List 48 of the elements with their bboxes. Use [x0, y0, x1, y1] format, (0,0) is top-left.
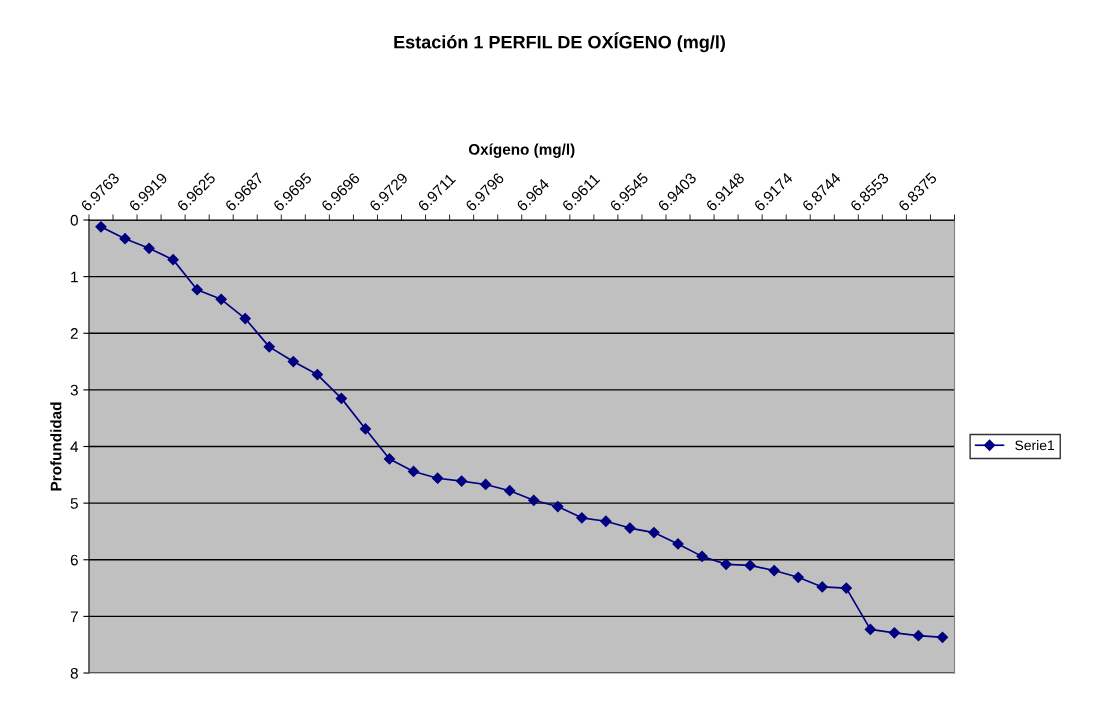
point — [143, 242, 155, 254]
point — [191, 284, 203, 296]
point — [239, 312, 251, 325]
point — [648, 526, 660, 539]
point — [840, 582, 852, 594]
point — [167, 254, 179, 266]
y-tick-label: 6 — [70, 554, 78, 566]
point — [215, 293, 227, 305]
point — [816, 581, 828, 593]
point — [864, 623, 876, 636]
point — [456, 475, 468, 487]
y-tick-label: 7 — [70, 611, 78, 622]
chart-title: Estación 1 PERFIL DE OXÍGENO (mg/l) — [394, 32, 725, 53]
point — [119, 233, 131, 245]
y-axis-title: Profundidad — [50, 402, 62, 491]
point — [792, 571, 804, 583]
point — [600, 515, 612, 527]
point — [383, 453, 396, 465]
point — [287, 355, 299, 368]
point — [720, 558, 732, 570]
y-tick-label: 8 — [70, 667, 78, 679]
point — [528, 494, 540, 506]
point — [504, 485, 516, 497]
point — [744, 559, 756, 572]
point — [263, 341, 275, 353]
point — [311, 368, 323, 381]
point — [480, 478, 492, 491]
point — [552, 500, 564, 513]
point — [888, 627, 901, 639]
point — [912, 630, 925, 642]
y-tick-label: 0 — [70, 214, 78, 226]
y-tick-label: 2 — [70, 328, 78, 339]
point — [407, 465, 420, 478]
point — [576, 512, 588, 524]
x-axis-title: Oxígeno (mg/l) — [468, 143, 575, 158]
y-tick-label: 3 — [70, 384, 78, 396]
point — [624, 522, 636, 534]
point — [335, 392, 348, 404]
point — [431, 472, 444, 484]
y-tick-label: 5 — [70, 498, 78, 509]
y-tick-label: 1 — [71, 271, 78, 283]
point — [359, 423, 372, 435]
point — [696, 550, 708, 562]
y-tick-label: 4 — [70, 441, 79, 453]
point — [936, 631, 949, 643]
legend-label: Serie1 — [1015, 440, 1055, 451]
point — [95, 221, 107, 233]
point — [768, 564, 780, 577]
